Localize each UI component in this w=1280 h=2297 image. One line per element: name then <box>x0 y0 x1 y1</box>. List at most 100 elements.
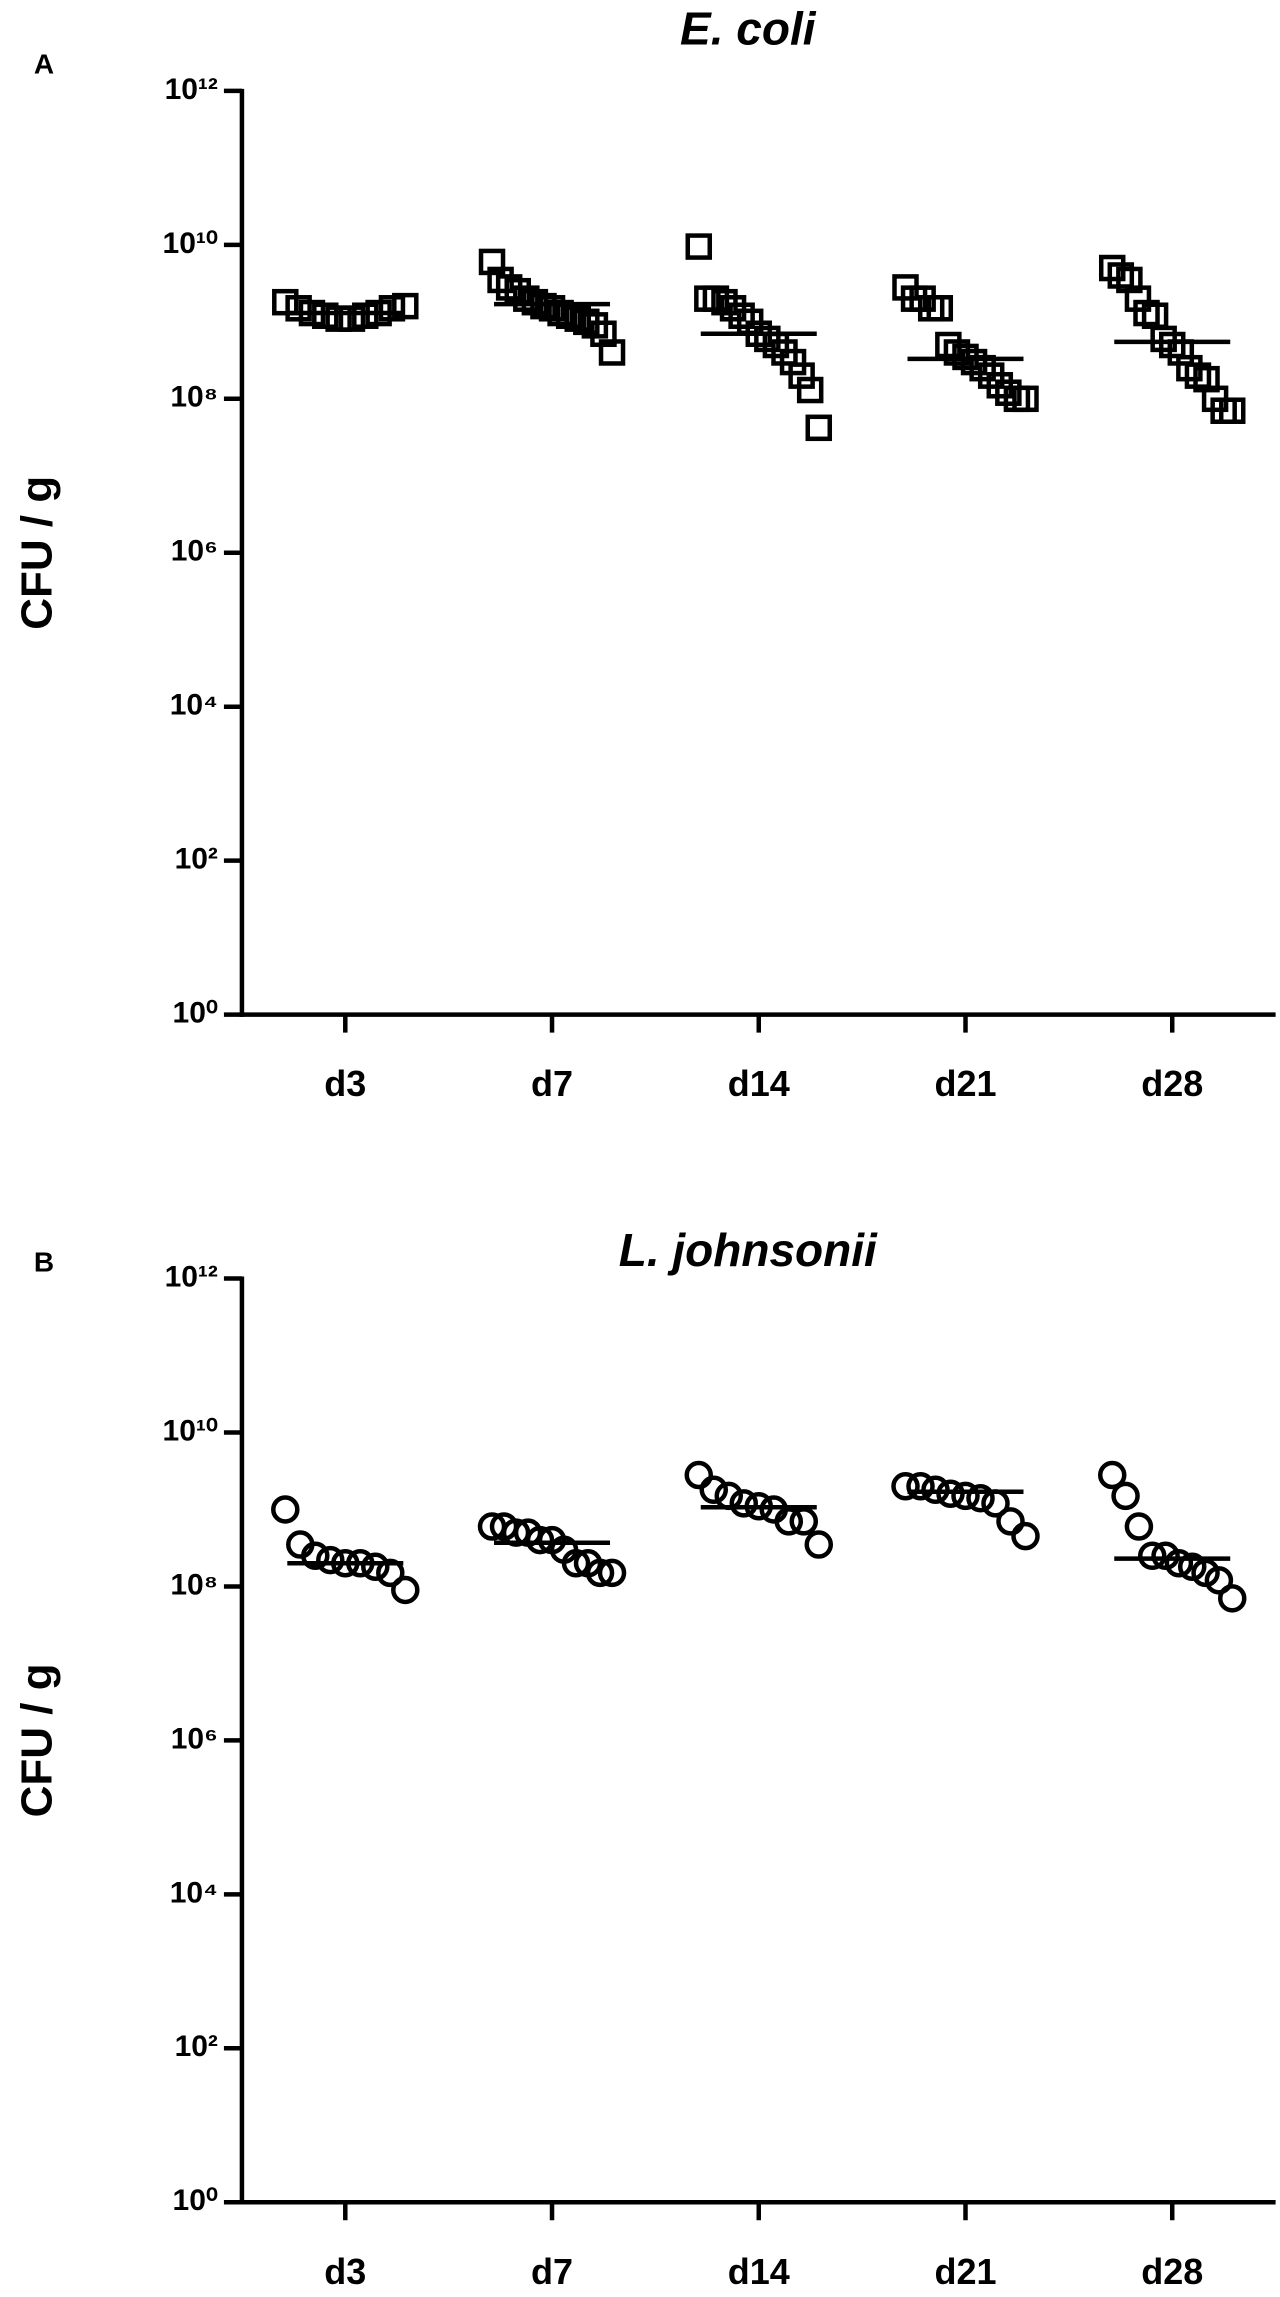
data-point <box>1184 362 1212 389</box>
data-point <box>1158 331 1186 359</box>
data-point <box>525 1525 555 1555</box>
x-tick-label: d14 <box>728 1063 790 1104</box>
x-tick-label: d7 <box>531 1063 573 1104</box>
data-point <box>361 1552 390 1582</box>
data-point <box>325 305 352 332</box>
y-tick-label: 10⁰ <box>173 2184 218 2217</box>
data-point <box>906 1472 935 1501</box>
data-point <box>271 1495 300 1524</box>
data-point <box>272 288 299 316</box>
y-tick-label: 10¹² <box>165 73 218 106</box>
data-point <box>378 295 406 322</box>
data-point <box>1124 285 1152 312</box>
data-point <box>1204 1566 1234 1595</box>
data-point <box>1218 397 1246 424</box>
data-point <box>478 248 506 276</box>
data-point <box>754 325 781 353</box>
x-tick-label: d21 <box>934 2251 996 2292</box>
x-tick-label: d3 <box>324 2251 366 2292</box>
data-point <box>581 312 609 339</box>
panel-label: B <box>34 1246 54 1277</box>
data-point <box>312 302 339 329</box>
data-point <box>986 372 1014 399</box>
data-point <box>561 1549 591 1578</box>
data-point <box>301 1541 330 1571</box>
data-point <box>685 233 713 260</box>
data-point <box>376 1558 405 1588</box>
data-point <box>564 305 591 332</box>
data-point <box>338 305 366 332</box>
data-point <box>1111 1481 1140 1511</box>
x-tick-label: d14 <box>728 2251 790 2292</box>
data-point <box>1097 1460 1127 1490</box>
data-point <box>285 295 312 322</box>
data-point <box>1012 385 1039 413</box>
x-tick-label: d21 <box>934 1063 996 1104</box>
x-tick-label: d28 <box>1141 2251 1203 2292</box>
x-tick-label: d3 <box>324 1063 366 1104</box>
data-point <box>1133 299 1160 327</box>
data-point <box>891 1472 920 1501</box>
data-point <box>316 1545 345 1575</box>
data-point <box>796 376 824 404</box>
data-point <box>538 295 566 322</box>
y-tick-label: 10¹⁰ <box>163 227 218 260</box>
data-point <box>684 1460 714 1490</box>
y-tick-label: 10⁸ <box>170 1568 218 1601</box>
data-point <box>1150 325 1177 353</box>
data-point <box>590 320 617 348</box>
data-point <box>1193 365 1220 393</box>
y-tick-label: 10⁶ <box>171 535 218 568</box>
y-tick-label: 10⁴ <box>170 1876 218 1909</box>
y-tick-label: 10⁰ <box>173 997 218 1030</box>
y-tick-label: 10⁴ <box>170 689 218 722</box>
data-point <box>1217 1584 1247 1613</box>
y-axis-label: CFU / g <box>13 476 62 630</box>
data-point <box>1164 1549 1194 1578</box>
y-tick-label: 10¹⁰ <box>163 1414 218 1447</box>
data-point <box>711 288 738 316</box>
data-point <box>1137 1541 1167 1571</box>
data-point <box>926 295 954 322</box>
data-point <box>1177 1552 1207 1582</box>
y-tick-label: 10⁸ <box>170 381 218 414</box>
data-point <box>352 302 379 329</box>
data-point <box>728 302 755 329</box>
data-point <box>960 348 988 376</box>
data-point <box>951 1481 980 1511</box>
data-point <box>788 362 815 389</box>
y-tick-label: 10² <box>175 843 218 876</box>
data-point <box>598 339 626 366</box>
panel: A E. coli CFU / g 10⁰ 10² 10⁴ 10⁶ 10⁸ 10¹⁰ 10¹² d3… <box>13 2 1276 1104</box>
data-point <box>1011 1521 1040 1551</box>
data-point <box>805 414 833 442</box>
y-tick-label: 10¹² <box>165 1260 218 1293</box>
data-point <box>1116 266 1143 294</box>
data-point <box>719 295 747 322</box>
panel-label: A <box>34 48 54 79</box>
x-tick-label: d28 <box>1141 1063 1203 1104</box>
data-point <box>1124 1512 1154 1541</box>
chart-title: E. coli <box>680 2 817 54</box>
data-point <box>1107 262 1135 289</box>
data-point <box>391 1575 420 1605</box>
data-point <box>729 1489 759 1518</box>
y-tick-label: 10⁶ <box>171 1722 218 1755</box>
data-point <box>513 285 540 312</box>
chart-title: L. johnsonii <box>619 1224 878 1276</box>
y-tick-label: 10² <box>175 2030 218 2063</box>
data-point <box>597 1558 627 1588</box>
panel: B L. johnsonii CFU / g 10⁰ 10² 10⁴ 10⁶ 10⁸ 10¹⁰ 1… <box>13 1224 1276 2292</box>
data-point <box>779 348 807 376</box>
data-point <box>699 1475 729 1505</box>
data-point <box>996 1507 1025 1536</box>
data-point <box>995 379 1022 406</box>
data-point <box>804 1530 834 1559</box>
x-tick-label: d7 <box>531 2251 573 2292</box>
data-point <box>392 292 419 320</box>
y-axis-label: CFU / g <box>13 1663 62 1817</box>
data-point <box>585 1558 615 1588</box>
data-point <box>966 1483 995 1513</box>
